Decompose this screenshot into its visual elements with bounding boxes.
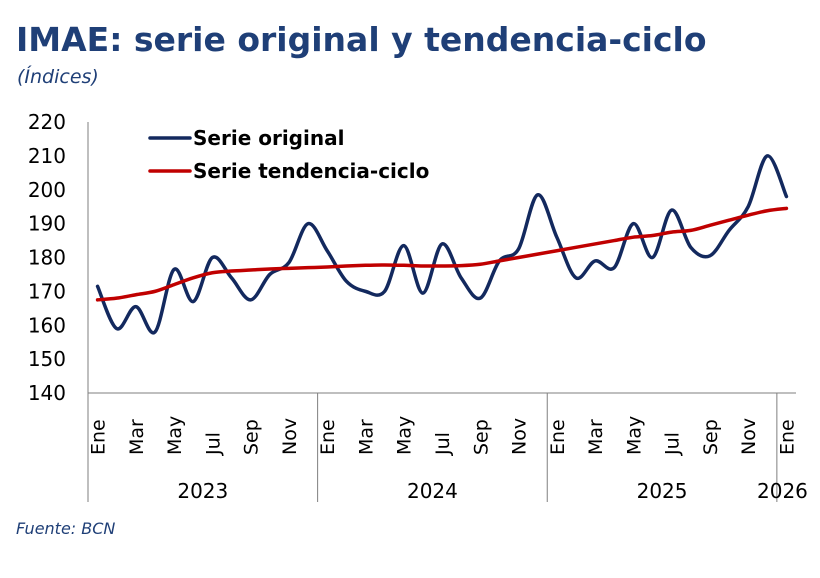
x-tick-label: Ene <box>88 419 110 455</box>
x-tick-label: Mar <box>355 419 377 455</box>
x-axis-ticks: Ene Mar May Jul Sep Nov Ene Mar May Jul Sep Nov Ene M… <box>88 416 799 456</box>
y-tick-label: 200 <box>28 178 66 202</box>
chart-subtitle: (Índices) <box>17 66 99 88</box>
x-tick-label: May <box>394 416 416 455</box>
y-tick-label: 180 <box>28 246 66 270</box>
source-note: Fuente: BCN <box>16 519 116 538</box>
chart-axes <box>87 122 796 502</box>
x-tick-label: Sep <box>470 419 492 455</box>
x-tick-label: May <box>623 416 645 455</box>
legend-label-original: Serie original <box>193 126 344 150</box>
year-labels: 2023 2024 2025 2026 <box>177 479 808 503</box>
y-tick-label: 210 <box>28 144 66 168</box>
x-tick-label: Jul <box>662 432 684 456</box>
x-tick-label: Ene <box>776 419 798 455</box>
y-tick-label: 160 <box>28 313 66 337</box>
year-label: 2023 <box>177 479 228 503</box>
y-tick-label: 140 <box>28 381 66 405</box>
x-tick-label: May <box>164 416 186 455</box>
series-trend-line <box>95 206 789 302</box>
y-axis-ticks: 140 150 160 170 180 190 200 210 220 <box>28 110 66 405</box>
legend-label-trend: Serie tendencia-ciclo <box>193 159 429 183</box>
x-tick-label: Mar <box>585 419 607 455</box>
series-original-line <box>95 154 789 335</box>
year-label: 2024 <box>407 479 458 503</box>
chart-title: IMAE: serie original y tendencia-ciclo <box>16 20 707 59</box>
x-tick-label: Jul <box>432 432 454 456</box>
x-tick-label: Ene <box>317 419 339 455</box>
x-tick-label: Sep <box>241 419 263 455</box>
series-lines <box>95 154 789 335</box>
x-tick-label: Sep <box>700 419 722 455</box>
legend: Serie original Serie tendencia-ciclo <box>148 126 429 183</box>
x-tick-label: Mar <box>126 419 148 455</box>
x-tick-label: Jul <box>202 432 224 456</box>
y-tick-label: 150 <box>28 347 66 371</box>
y-tick-label: 170 <box>28 279 66 303</box>
year-label: 2025 <box>637 479 688 503</box>
x-tick-label: Nov <box>509 418 531 455</box>
year-label: 2026 <box>757 479 808 503</box>
x-tick-label: Nov <box>738 418 760 455</box>
y-tick-label: 220 <box>28 110 66 134</box>
y-tick-label: 190 <box>28 212 66 236</box>
x-tick-label: Nov <box>279 418 301 455</box>
x-tick-label: Ene <box>547 419 569 455</box>
